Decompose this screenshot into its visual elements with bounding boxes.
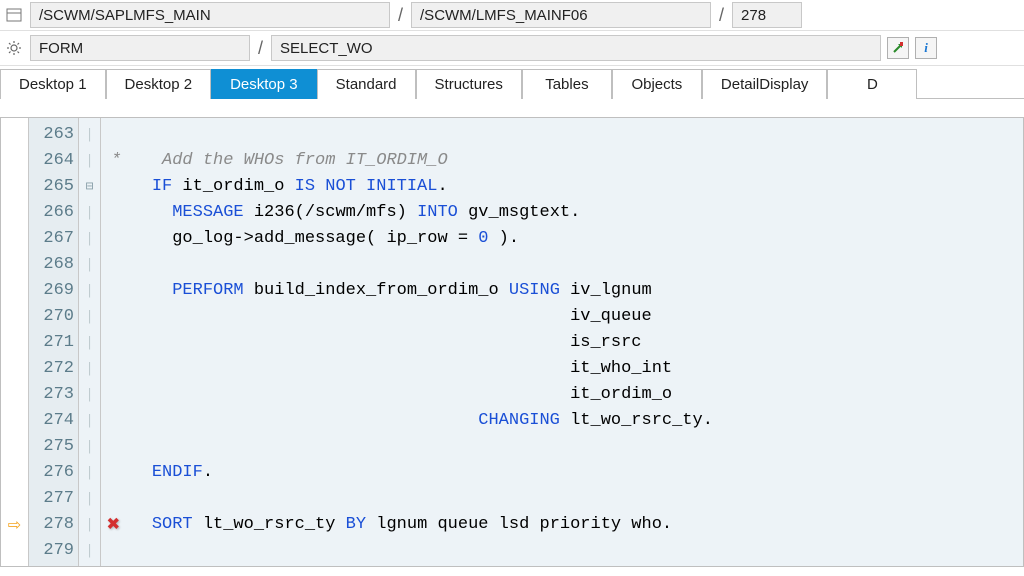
execution-marker: [1, 226, 28, 252]
fold-marker: |: [79, 434, 100, 460]
code-line[interactable]: CHANGING lt_wo_rsrc_ty.: [111, 408, 1023, 434]
code-line[interactable]: iv_queue: [111, 304, 1023, 330]
execution-marker: [1, 408, 28, 434]
fold-marker: |: [79, 408, 100, 434]
line-number: 273: [29, 382, 78, 408]
include-field[interactable]: [411, 2, 711, 28]
fold-marker: |: [79, 252, 100, 278]
code-line[interactable]: it_who_int: [111, 356, 1023, 382]
execution-marker: [1, 382, 28, 408]
fold-marker[interactable]: ⊟: [79, 174, 100, 200]
line-number: 276: [29, 460, 78, 486]
code-line[interactable]: * Add the WHOs from IT_ORDIM_O: [111, 148, 1023, 174]
line-number: 266: [29, 200, 78, 226]
fold-marker: |: [79, 148, 100, 174]
separator: /: [396, 5, 405, 26]
code-area[interactable]: * Add the WHOs from IT_ORDIM_O IF it_ord…: [101, 118, 1023, 566]
line-number: 263: [29, 122, 78, 148]
execution-marker: [1, 278, 28, 304]
fold-marker: |: [79, 512, 100, 538]
execution-marker: [1, 434, 28, 460]
code-line[interactable]: ENDIF.: [111, 460, 1023, 486]
execution-marker: [1, 460, 28, 486]
code-line[interactable]: MESSAGE i236(/scwm/mfs) INTO gv_msgtext.: [111, 200, 1023, 226]
line-number: 272: [29, 356, 78, 382]
context-bar: / i: [0, 31, 1024, 66]
code-line[interactable]: [111, 538, 1023, 564]
fold-marker: |: [79, 304, 100, 330]
tab-standard[interactable]: Standard: [317, 69, 416, 99]
tab-desktop-3[interactable]: Desktop 3: [211, 69, 317, 99]
execution-marker: ⇨: [1, 512, 28, 538]
kind-field[interactable]: [30, 35, 250, 61]
execution-marker: [1, 330, 28, 356]
line-number: 278: [29, 512, 78, 538]
line-number: 275: [29, 434, 78, 460]
execution-marker: [1, 122, 28, 148]
code-line[interactable]: ✖ SORT lt_wo_rsrc_ty BY lgnum queue lsd …: [111, 512, 1023, 538]
code-editor: ⇨ 26326426526626726826927027127227327427…: [0, 117, 1024, 567]
fold-column: ||⊟||||||||||||||: [79, 118, 101, 566]
line-number: 269: [29, 278, 78, 304]
execution-marker: [1, 148, 28, 174]
fold-marker: |: [79, 382, 100, 408]
execution-marker: [1, 538, 28, 564]
tab-d[interactable]: D: [827, 69, 917, 99]
separator: /: [717, 5, 726, 26]
fold-marker: |: [79, 122, 100, 148]
tab-desktop-1[interactable]: Desktop 1: [0, 69, 106, 99]
line-number: 279: [29, 538, 78, 564]
separator: /: [256, 38, 265, 59]
layout-tabs: Desktop 1Desktop 2Desktop 3StandardStruc…: [0, 68, 1024, 99]
code-line[interactable]: PERFORM build_index_from_ordim_o USING i…: [111, 278, 1023, 304]
step-button[interactable]: [887, 37, 909, 59]
line-number: 267: [29, 226, 78, 252]
line-number: 264: [29, 148, 78, 174]
line-field[interactable]: [732, 2, 802, 28]
code-line[interactable]: [111, 486, 1023, 512]
fold-marker: |: [79, 200, 100, 226]
breakpoint-icon[interactable]: ✖: [107, 513, 120, 539]
fold-marker: |: [79, 538, 100, 564]
gear-icon[interactable]: [4, 38, 24, 58]
line-number: 271: [29, 330, 78, 356]
execution-marker: [1, 304, 28, 330]
execution-marker: [1, 252, 28, 278]
line-number: 274: [29, 408, 78, 434]
tab-tables[interactable]: Tables: [522, 69, 612, 99]
execution-marker: [1, 356, 28, 382]
code-line[interactable]: [111, 252, 1023, 278]
tab-objects[interactable]: Objects: [612, 69, 702, 99]
program-icon: [4, 5, 24, 25]
program-field[interactable]: [30, 2, 390, 28]
execution-marker: [1, 174, 28, 200]
line-number: 270: [29, 304, 78, 330]
code-line[interactable]: it_ordim_o: [111, 382, 1023, 408]
info-button[interactable]: i: [915, 37, 937, 59]
execution-marker: [1, 486, 28, 512]
line-number: 268: [29, 252, 78, 278]
line-number-gutter: 2632642652662672682692702712722732742752…: [29, 118, 79, 566]
fold-marker: |: [79, 460, 100, 486]
code-line[interactable]: IF it_ordim_o IS NOT INITIAL.: [111, 174, 1023, 200]
execution-marker: [1, 200, 28, 226]
line-number: 265: [29, 174, 78, 200]
tab-desktop-2[interactable]: Desktop 2: [106, 69, 212, 99]
fold-marker: |: [79, 356, 100, 382]
fold-marker: |: [79, 226, 100, 252]
navigation-bar: / /: [0, 0, 1024, 31]
line-number: 277: [29, 486, 78, 512]
code-line[interactable]: go_log->add_message( ip_row = 0 ).: [111, 226, 1023, 252]
code-line[interactable]: [111, 434, 1023, 460]
fold-marker: |: [79, 330, 100, 356]
marker-column: ⇨: [1, 118, 29, 566]
fold-marker: |: [79, 486, 100, 512]
tab-structures[interactable]: Structures: [416, 69, 522, 99]
code-line[interactable]: [111, 122, 1023, 148]
code-line[interactable]: is_rsrc: [111, 330, 1023, 356]
fold-marker: |: [79, 278, 100, 304]
tab-detaildisplay[interactable]: DetailDisplay: [702, 69, 828, 99]
routine-field[interactable]: [271, 35, 881, 61]
